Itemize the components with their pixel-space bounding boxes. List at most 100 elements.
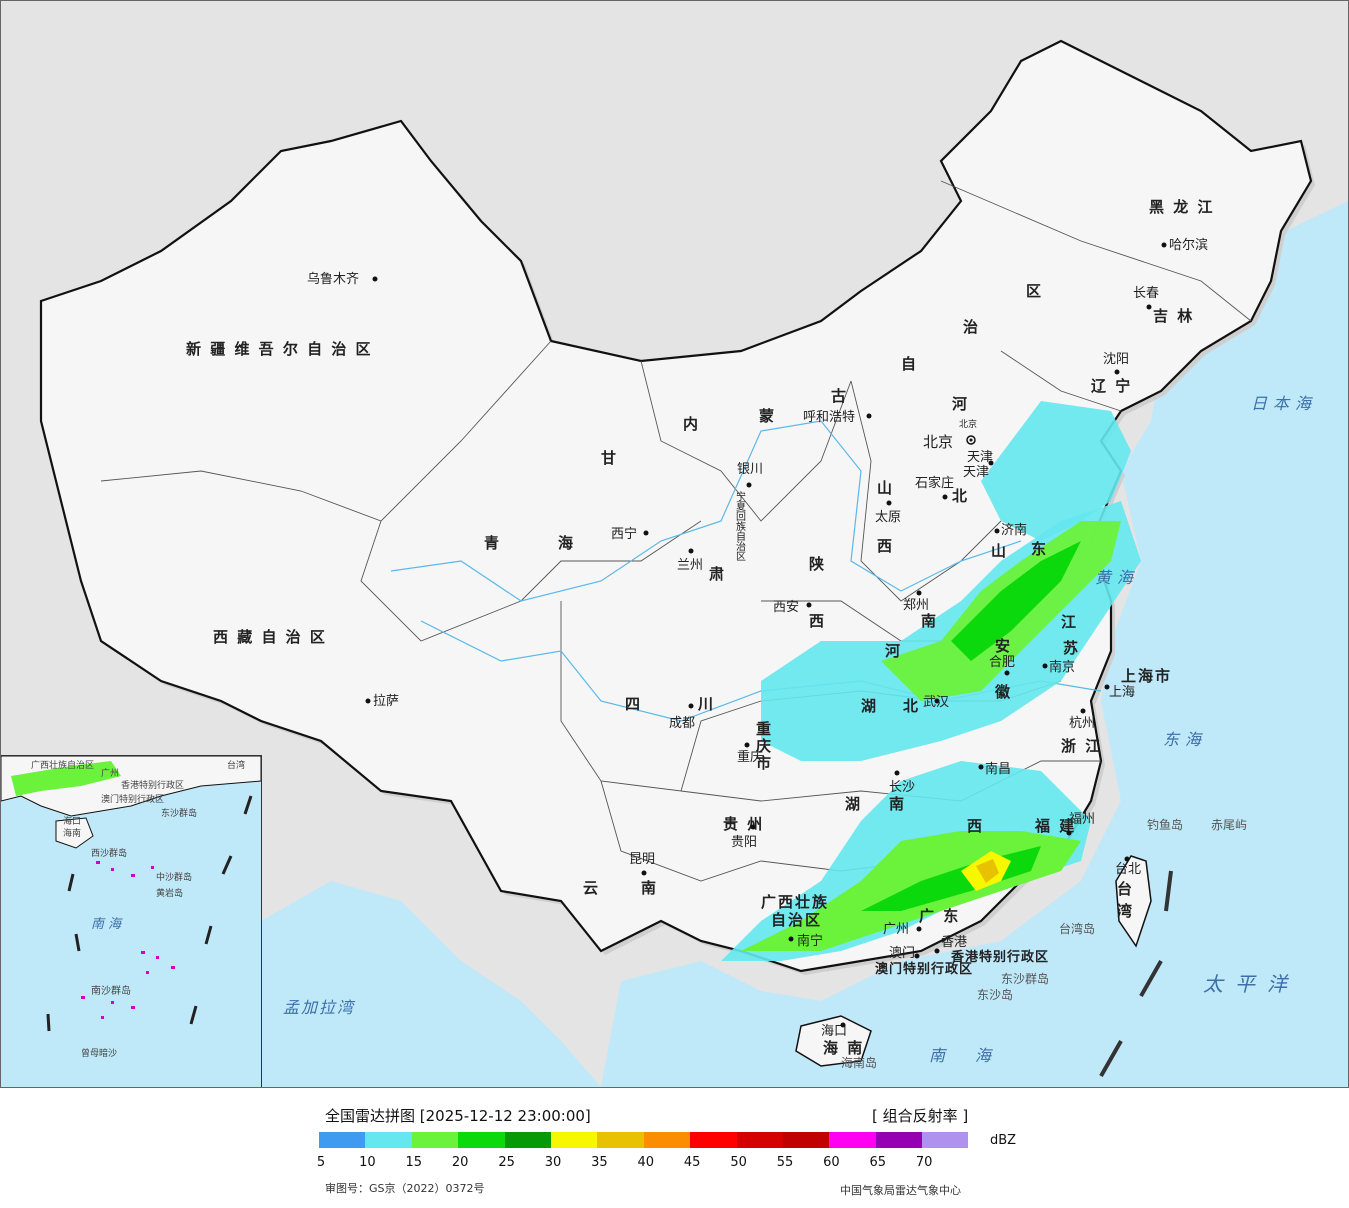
sea-yellow: 黄海 xyxy=(1095,568,1139,587)
radar-echoes xyxy=(721,401,1141,961)
city-nanjing: 南京 xyxy=(1049,659,1075,675)
label-henan-b: 南 xyxy=(921,612,938,630)
city-shijiazhuang: 石家庄 xyxy=(915,475,954,491)
color-swatch xyxy=(782,1132,830,1148)
island-diaoyu: 钓鱼岛 xyxy=(1147,817,1183,832)
tick-label: 60 xyxy=(823,1155,840,1170)
label-beijing-prov: 北京 xyxy=(959,418,977,430)
label-hubei-a: 湖 xyxy=(861,697,878,715)
inset-label-xisha: 西沙群岛 xyxy=(91,847,127,859)
city-haikou: 海口 xyxy=(821,1024,847,1039)
city-changsha: 长沙 xyxy=(889,780,915,795)
color-swatch xyxy=(922,1132,969,1148)
inset-label-taiwan: 台湾 xyxy=(227,759,245,771)
inset-hainan xyxy=(55,817,94,849)
color-swatch xyxy=(365,1132,412,1148)
city-hongkong: 香港 xyxy=(941,935,967,950)
data-source-credit: 中国气象局雷达气象中心 xyxy=(840,1184,961,1197)
inset-label-zengmu: 曾母暗沙 xyxy=(81,1047,117,1059)
city-shenyang: 沈阳 xyxy=(1103,352,1129,367)
label-anhui-b: 徽 xyxy=(994,683,1012,701)
city-shanghai: 上海 xyxy=(1109,685,1135,700)
label-neimenggu-a: 内 xyxy=(683,415,700,433)
label-hubei-b: 北 xyxy=(903,697,920,715)
inset-label-zhongsha: 中沙群岛 xyxy=(156,871,192,883)
province-labels: 新 疆 维 吾 尔 自 治 区 西 藏 自 治 区 青 海 甘 肃 内 蒙 古 … xyxy=(186,198,1212,1057)
inset-label-dongsha: 东沙群岛 xyxy=(161,807,197,819)
label-henan-a: 河 xyxy=(885,642,902,660)
label-ningxia: 宁夏回族自治区 xyxy=(734,490,746,561)
label-liaoning: 辽 宁 xyxy=(1091,377,1132,395)
city-harbin: 哈尔滨 xyxy=(1169,237,1208,253)
color-swatch xyxy=(504,1132,551,1148)
city-labels: 乌鲁木齐 拉萨 西宁 兰州 银川 呼和浩特 哈尔滨 长春 沈阳 北京 天津 石家… xyxy=(307,237,1208,1039)
city-beijing: 北京 xyxy=(923,433,953,451)
label-hebei-a: 河 xyxy=(952,395,969,413)
tick-label: 35 xyxy=(591,1155,608,1170)
island-dongsha-dao: 东沙岛 xyxy=(977,987,1013,1002)
label-qinghai-a: 青 xyxy=(484,534,501,552)
color-swatch xyxy=(643,1132,691,1148)
island-dongsha-qundao: 东沙群岛 xyxy=(1001,971,1049,986)
label-gansu-b: 肃 xyxy=(709,565,726,583)
city-guangzhou: 广州 xyxy=(883,922,909,937)
city-fuzhou: 福州 xyxy=(1069,812,1095,827)
inset-label-guangzhou: 广州 xyxy=(101,767,119,779)
label-taiwan-a: 台 xyxy=(1117,880,1134,898)
sea-bengal: 孟加拉湾 xyxy=(283,998,356,1017)
tick-label: 50 xyxy=(730,1155,747,1170)
color-swatch xyxy=(597,1132,644,1148)
label-neimenggu-d: 自 xyxy=(901,355,918,373)
city-xining: 西宁 xyxy=(611,526,637,542)
city-changchun: 长春 xyxy=(1133,286,1159,301)
label-hunan-a: 湖 xyxy=(845,795,862,813)
city-chongqing: 重庆 xyxy=(737,749,763,765)
inset-canvas: 广西壮族自治区 广州 香港特别行政区 澳门特别行政区 东沙群岛 台湾 海口 海南… xyxy=(1,755,262,1059)
label-guangxi-b: 自治区 xyxy=(771,911,822,929)
sea-labels: 日本海 黄海 东海 太平洋 南海 孟加拉湾 xyxy=(283,394,1311,1065)
label-guizhou: 贵 州 xyxy=(723,815,764,833)
color-swatch xyxy=(458,1132,505,1148)
label-fujian: 福 建 xyxy=(1034,817,1076,835)
city-jinan: 济南 xyxy=(1001,522,1027,538)
echo-central-darkgreen xyxy=(951,541,1081,661)
city-markers xyxy=(365,242,1167,1028)
label-yunnan-a: 云 xyxy=(583,879,600,897)
label-hainan: 海 南 xyxy=(823,1039,864,1057)
city-taiyuan: 太原 xyxy=(875,510,901,525)
map-canvas: 新 疆 维 吾 尔 自 治 区 西 藏 自 治 区 青 海 甘 肃 内 蒙 古 … xyxy=(39,39,1348,1087)
city-nanning: 南宁 xyxy=(797,933,823,949)
city-macau: 澳门 xyxy=(889,945,915,961)
bay-of-bengal xyxy=(261,881,601,1087)
label-anhui-a: 安 xyxy=(995,637,1012,655)
label-hunan-b: 南 xyxy=(889,795,906,813)
label-jiangsu-a: 江 xyxy=(1061,613,1078,631)
inset-label-macau: 澳门特别行政区 xyxy=(101,793,164,805)
inset-dash-line xyxy=(46,795,253,1032)
city-nanchang: 南昌 xyxy=(985,761,1011,777)
color-swatch xyxy=(411,1132,459,1148)
inset-label-guangxi: 广西壮族自治区 xyxy=(31,759,94,771)
city-urumqi: 乌鲁木齐 xyxy=(307,271,359,287)
city-xian: 西安 xyxy=(773,600,799,615)
label-guangdong: 广 东 xyxy=(919,907,960,925)
tick-label: 20 xyxy=(451,1155,469,1170)
city-lhasa: 拉萨 xyxy=(373,694,399,709)
label-guangxi-a: 广西壮族 xyxy=(761,893,829,911)
label-yunnan-b: 南 xyxy=(641,879,658,897)
island-hainan: 海南岛 xyxy=(841,1055,877,1070)
echo-south-orange xyxy=(976,859,999,883)
city-zhengzhou: 郑州 xyxy=(903,598,929,613)
legend-title: 全国雷达拼图 [2025-12-12 23:00:00] xyxy=(325,1107,591,1125)
city-lanzhou: 兰州 xyxy=(677,558,703,573)
sea-east: 东海 xyxy=(1163,730,1207,749)
tick-label: 55 xyxy=(776,1155,794,1170)
inset-label-haikou: 海口 xyxy=(63,815,81,827)
city-guiyang: 贵阳 xyxy=(731,835,757,850)
city-chengdu: 成都 xyxy=(669,716,695,731)
label-shaanxi-a: 陕 xyxy=(809,555,826,573)
label-xizang: 西 藏 自 治 区 xyxy=(213,628,327,646)
label-taiwan-b: 湾 xyxy=(1117,902,1134,920)
color-swatch xyxy=(550,1132,598,1148)
inset-label-hk: 香港特别行政区 xyxy=(121,779,184,791)
